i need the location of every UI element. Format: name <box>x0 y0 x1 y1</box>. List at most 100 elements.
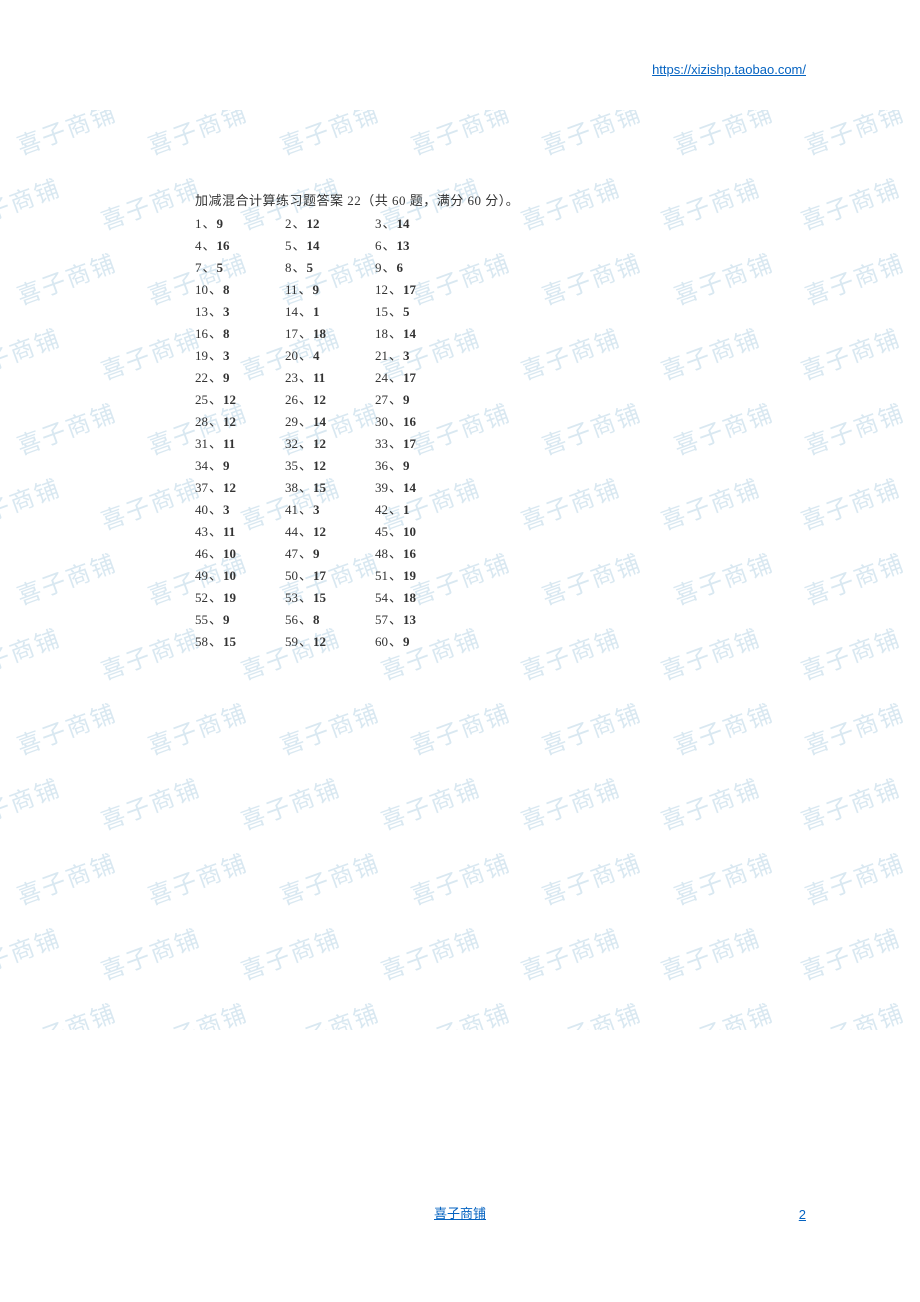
answer-value: 15 <box>313 480 326 495</box>
answer-cell: 21、3 <box>375 345 465 364</box>
answer-number: 32 <box>285 436 298 451</box>
answer-value: 14 <box>403 480 416 495</box>
watermark-text: 喜子商铺 <box>537 693 647 761</box>
answer-value: 5 <box>307 260 314 275</box>
answer-separator: 、 <box>389 634 402 649</box>
answer-separator: 、 <box>389 304 402 319</box>
answer-cell: 58、15 <box>195 631 285 650</box>
answer-value: 16 <box>403 546 416 561</box>
watermark-text: 喜子商铺 <box>795 168 905 236</box>
watermark-text: 喜子商铺 <box>375 768 485 836</box>
watermark-text: 喜子商铺 <box>799 693 909 761</box>
answer-value: 12 <box>223 392 236 407</box>
watermark-text: 喜子商铺 <box>235 768 345 836</box>
answer-separator: 、 <box>299 612 312 627</box>
answer-cell: 34、9 <box>195 455 285 474</box>
answer-separator: 、 <box>293 260 306 275</box>
answer-separator: 、 <box>209 634 222 649</box>
answer-value: 3 <box>223 304 230 319</box>
watermark-text: 喜子商铺 <box>655 768 765 836</box>
answer-number: 48 <box>375 546 388 561</box>
answer-cell: 13、3 <box>195 301 285 320</box>
footer-page-number[interactable]: 2 <box>799 1207 806 1222</box>
answer-cell: 18、14 <box>375 323 465 342</box>
watermark-text: 喜子商铺 <box>799 110 909 162</box>
page-title: 加减混合计算练习题答案 22（共 60 题，满分 60 分）。 <box>195 190 725 209</box>
answer-value: 10 <box>223 546 236 561</box>
answer-value: 9 <box>223 612 230 627</box>
answer-separator: 、 <box>299 414 312 429</box>
answer-cell: 3、14 <box>375 213 465 232</box>
answer-value: 15 <box>313 590 326 605</box>
answer-separator: 、 <box>299 546 312 561</box>
answer-number: 8 <box>285 260 292 275</box>
answer-number: 52 <box>195 590 208 605</box>
answer-number: 47 <box>285 546 298 561</box>
watermark-text: 喜子商铺 <box>405 993 515 1030</box>
answer-number: 10 <box>195 282 208 297</box>
answer-separator: 、 <box>389 546 402 561</box>
watermark-text: 喜子商铺 <box>0 318 65 386</box>
answer-cell: 16、8 <box>195 323 285 342</box>
watermark-text: 喜子商铺 <box>655 918 765 986</box>
answer-value: 9 <box>223 458 230 473</box>
answer-number: 60 <box>375 634 388 649</box>
answer-separator: 、 <box>209 568 222 583</box>
answer-cell: 36、9 <box>375 455 465 474</box>
answer-cell: 57、13 <box>375 609 465 628</box>
answer-number: 19 <box>195 348 208 363</box>
watermark-text: 喜子商铺 <box>11 843 121 911</box>
answer-value: 11 <box>223 524 235 539</box>
watermark-text: 喜子商铺 <box>274 993 384 1030</box>
answer-value: 9 <box>403 634 410 649</box>
answer-number: 57 <box>375 612 388 627</box>
answer-number: 50 <box>285 568 298 583</box>
answer-cell: 17、18 <box>285 323 375 342</box>
answer-number: 58 <box>195 634 208 649</box>
answer-separator: 、 <box>389 568 402 583</box>
answer-number: 40 <box>195 502 208 517</box>
answer-cell: 27、9 <box>375 389 465 408</box>
answer-value: 9 <box>223 370 230 385</box>
answer-number: 34 <box>195 458 208 473</box>
answer-cell: 7、5 <box>195 257 285 276</box>
answer-separator: 、 <box>389 590 402 605</box>
answer-separator: 、 <box>299 304 312 319</box>
answer-separator: 、 <box>209 370 222 385</box>
answer-number: 4 <box>195 238 202 253</box>
watermark-text: 喜子商铺 <box>799 843 909 911</box>
answer-separator: 、 <box>293 238 306 253</box>
answer-separator: 、 <box>299 348 312 363</box>
answer-cell: 23、11 <box>285 367 375 386</box>
answer-number: 16 <box>195 326 208 341</box>
answer-number: 6 <box>375 238 382 253</box>
answer-value: 19 <box>223 590 236 605</box>
footer-shop-link[interactable]: 喜子商铺 <box>434 1203 486 1222</box>
answer-value: 4 <box>313 348 320 363</box>
answer-value: 13 <box>403 612 416 627</box>
answer-separator: 、 <box>299 634 312 649</box>
answer-number: 41 <box>285 502 298 517</box>
answer-cell: 56、8 <box>285 609 375 628</box>
answer-separator: 、 <box>293 216 306 231</box>
answer-value: 5 <box>403 304 410 319</box>
answer-value: 14 <box>307 238 320 253</box>
answer-value: 16 <box>217 238 230 253</box>
watermark-text: 喜子商铺 <box>142 110 252 162</box>
answer-value: 1 <box>403 502 410 517</box>
answer-number: 5 <box>285 238 292 253</box>
answer-cell: 59、12 <box>285 631 375 650</box>
answer-number: 26 <box>285 392 298 407</box>
answer-number: 18 <box>375 326 388 341</box>
answer-number: 14 <box>285 304 298 319</box>
answer-separator: 、 <box>299 480 312 495</box>
answer-number: 51 <box>375 568 388 583</box>
answer-grid: 1、92、123、144、165、146、137、58、59、610、811、9… <box>195 213 725 650</box>
answer-cell: 45、10 <box>375 521 465 540</box>
answer-number: 2 <box>285 216 292 231</box>
answer-number: 30 <box>375 414 388 429</box>
header-url-link[interactable]: https://xizishp.taobao.com/ <box>652 62 806 77</box>
answer-separator: 、 <box>209 458 222 473</box>
answer-value: 9 <box>313 546 320 561</box>
answer-separator: 、 <box>299 392 312 407</box>
